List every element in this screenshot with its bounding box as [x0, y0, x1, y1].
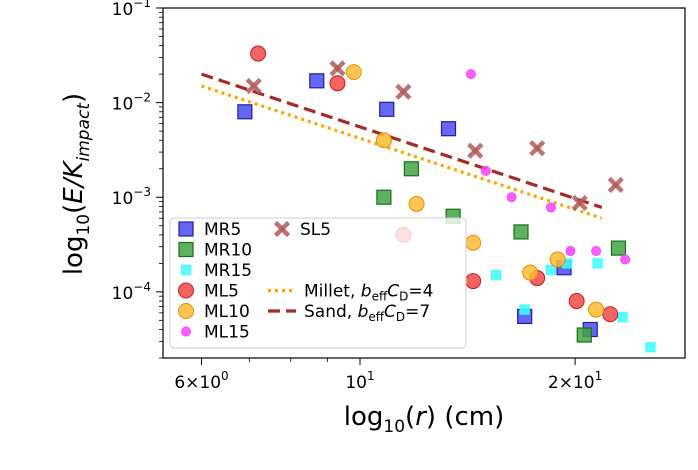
- point-mr15-4: [592, 258, 603, 269]
- legend-label-ml15: ML15: [204, 323, 250, 343]
- point-ml5-1: [329, 75, 346, 92]
- x-tick-label: 2×101: [548, 369, 602, 393]
- legend-marker-ml15: [181, 326, 191, 337]
- point-ml5-0: [250, 45, 267, 62]
- point-mr5-0: [237, 104, 253, 120]
- point-ml15-5: [591, 246, 602, 257]
- legend-label-sl5: SL5: [300, 220, 331, 240]
- x-tick-label: 6×100: [174, 369, 228, 393]
- y-tick-label: 10−2: [112, 91, 151, 115]
- point-sl5-6: [607, 176, 624, 194]
- point-mr15-6: [645, 342, 656, 353]
- legend-marker-ml5: [178, 282, 194, 299]
- y-axis-ticks: 10−4 10−3 10−2 10−1: [112, 0, 163, 359]
- point-ml10-0: [345, 64, 362, 81]
- point-mr15-2: [545, 264, 557, 276]
- data-points: [237, 45, 656, 353]
- point-mr15-5: [617, 312, 628, 323]
- y-axis-label: log10(E/Kimpact): [59, 93, 94, 275]
- point-mr10-5: [610, 240, 627, 256]
- legend-marker-mr5: [178, 221, 194, 237]
- point-mr10-0: [376, 189, 392, 205]
- point-ml10-6: [588, 301, 605, 318]
- fit-line-millet: [200, 84, 603, 220]
- point-ml15-6: [620, 254, 631, 265]
- x-tick-label: 101: [345, 369, 374, 393]
- y-tick-label: 10−1: [112, 0, 151, 20]
- point-sl5-1: [329, 60, 346, 77]
- point-ml15-2: [506, 192, 517, 203]
- point-mr15-0: [490, 270, 502, 281]
- legend-label-mr10: MR10: [204, 241, 252, 261]
- y-tick-label: 10−4: [112, 280, 151, 304]
- point-sl5-3: [467, 142, 484, 159]
- point-ml15-3: [545, 202, 556, 213]
- legend-label-ml5: ML5: [204, 282, 239, 302]
- point-mr10-3: [513, 224, 529, 240]
- point-mr10-4: [576, 327, 592, 343]
- point-ml10-1: [375, 132, 392, 149]
- legend-label-mr5: MR5: [204, 220, 241, 240]
- point-ml10-4: [522, 264, 539, 281]
- x-axis-label: log10(r) (cm): [344, 402, 504, 437]
- point-ml15-1: [480, 165, 491, 176]
- fit-lines: [200, 72, 603, 220]
- point-mr5-1: [309, 73, 325, 89]
- point-ml15-0: [465, 69, 476, 80]
- point-ml10-3: [465, 234, 482, 251]
- legend-box: [169, 217, 467, 349]
- plot-area-frame: [162, 7, 686, 359]
- point-sl5-5: [571, 194, 588, 212]
- x-axis-ticks: 6×100 101 2×101: [174, 358, 602, 393]
- legend-marker-mr15: [180, 264, 192, 276]
- legend-marker-mr10: [178, 241, 194, 258]
- legend-marker-ml10: [178, 303, 194, 319]
- legend-label-sand: Sand, beffCD=7: [304, 302, 430, 324]
- point-ml5-6: [602, 306, 619, 323]
- legend-label-mr15: MR15: [204, 261, 252, 281]
- point-sl5-2: [395, 83, 412, 100]
- point-ml15-4: [565, 246, 576, 257]
- legend-label-ml10: ML10: [204, 302, 250, 322]
- point-ml10-5: [549, 251, 566, 268]
- point-mr15-1: [519, 304, 530, 315]
- point-ml10-2: [408, 195, 425, 212]
- point-mr5-3: [440, 121, 457, 137]
- point-mr10-1: [403, 161, 419, 177]
- point-ml5-3: [465, 273, 482, 290]
- point-mr5-2: [379, 101, 395, 117]
- legend-label-millet: Millet, beffCD=4: [304, 282, 433, 304]
- point-sl5-4: [529, 140, 546, 157]
- legend-marker-sl5: [273, 220, 291, 238]
- y-tick-label: 10−3: [112, 185, 151, 209]
- fit-line-sand: [200, 72, 603, 209]
- point-ml5-5: [568, 293, 585, 310]
- point-sl5-0: [245, 77, 262, 95]
